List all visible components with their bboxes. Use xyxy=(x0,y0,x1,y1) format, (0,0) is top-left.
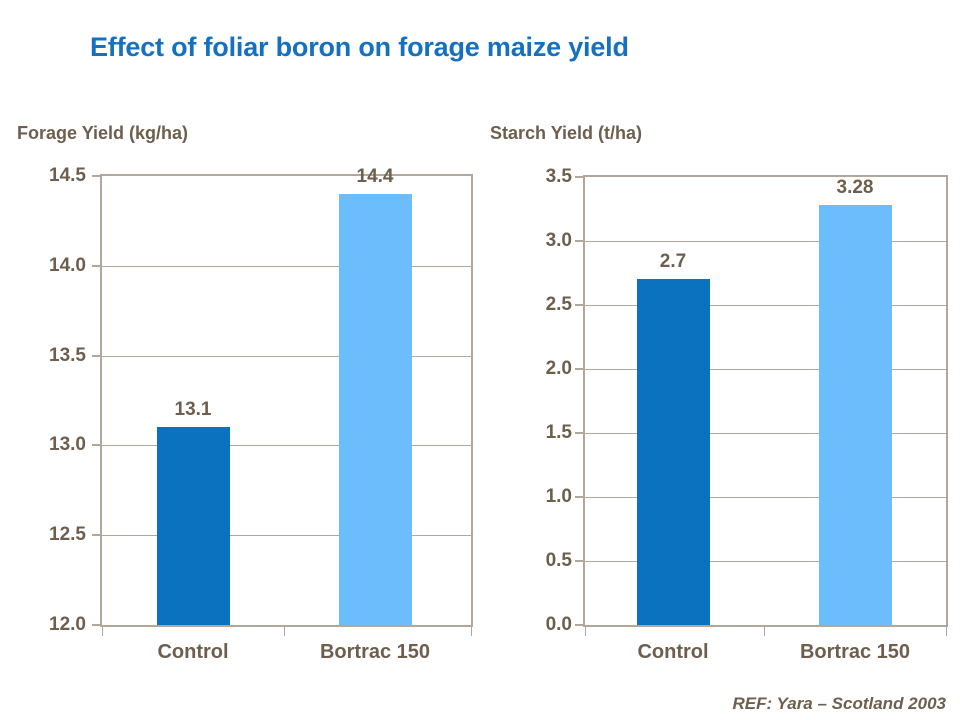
y-axis-tick-mark xyxy=(92,624,100,626)
chart-axis-title: Starch Yield (t/ha) xyxy=(490,123,643,143)
y-axis-tick-mark xyxy=(92,444,100,447)
y-axis-tick-mark xyxy=(575,432,583,434)
y-axis-tick-mark xyxy=(575,368,583,370)
y-axis-tick-label: 1.5 xyxy=(545,422,572,443)
chart-forage-yield: Forage Yield (kg/ha) 14.5 14.0 13.5 13.0 12.… xyxy=(17,123,473,663)
gridline xyxy=(102,265,471,267)
y-axis-tick-label: 2.5 xyxy=(545,294,572,315)
y-axis-tick-label: 2.0 xyxy=(545,358,572,379)
y-axis-tick-label: 14.0 xyxy=(49,254,86,276)
x-axis-tick-mark xyxy=(471,627,472,636)
x-axis-tick-mark xyxy=(764,627,765,636)
x-axis-tick-mark xyxy=(946,627,947,636)
y-axis-tick-mark xyxy=(575,624,583,626)
x-axis-tick-mark xyxy=(102,627,103,636)
bar-value-label: 2.7 xyxy=(659,251,687,273)
y-axis-tick-mark xyxy=(575,304,583,306)
plot-area xyxy=(583,175,948,627)
bar-control[interactable] xyxy=(636,279,710,625)
gridline xyxy=(102,445,471,447)
y-axis-tick-label: 0.5 xyxy=(545,550,572,571)
plot-area xyxy=(100,174,473,627)
gridline xyxy=(102,355,471,357)
y-axis-tick-mark xyxy=(575,240,583,242)
gridline xyxy=(585,241,946,242)
y-axis-tick-mark xyxy=(92,354,100,357)
y-axis-tick-mark xyxy=(92,264,100,267)
y-axis-tick-mark xyxy=(575,496,583,498)
y-axis-tick-label: 12.0 xyxy=(49,614,86,635)
gridline xyxy=(585,369,946,370)
bar-value-label: 3.28 xyxy=(836,177,874,199)
y-axis-tick-mark xyxy=(92,534,100,537)
y-axis-tick-label: 3.0 xyxy=(545,230,572,251)
x-axis-category-label: Control xyxy=(637,641,709,663)
bar-control[interactable] xyxy=(156,427,230,625)
gridline xyxy=(102,535,471,537)
y-axis-tick-mark xyxy=(92,175,100,177)
gridline xyxy=(585,561,946,562)
bar-bortrac-150[interactable] xyxy=(338,193,412,625)
reference-note: REF: Yara – Scotland 2003 xyxy=(732,694,946,713)
x-axis-category-label: Control xyxy=(157,641,229,663)
x-axis-tick-mark xyxy=(284,627,285,636)
y-axis-tick-mark xyxy=(575,176,583,178)
bar-value-label: 13.1 xyxy=(174,399,212,421)
y-axis-tick-label: 14.5 xyxy=(49,165,86,186)
page-title: Effect of foliar boron on forage maize y… xyxy=(90,32,629,62)
x-axis-category-label: Bortrac 150 xyxy=(319,641,431,663)
x-axis-tick-mark xyxy=(585,627,586,636)
chart-starch-yield: Starch Yield (t/ha) 3.5 3.0 2.5 2.0 1.5 1.0 0.… xyxy=(480,0,960,720)
y-axis-tick-label: 1.0 xyxy=(545,486,572,507)
y-axis-tick-label: 0.0 xyxy=(545,614,572,635)
gridline xyxy=(585,433,946,434)
y-axis-tick-label: 13.0 xyxy=(49,434,86,456)
y-axis-tick-mark xyxy=(575,560,583,562)
bar-bortrac-150[interactable] xyxy=(818,205,892,625)
y-axis-tick-label: 13.5 xyxy=(49,344,86,366)
y-axis-tick-label: 12.5 xyxy=(49,524,86,546)
chart-axis-title: Forage Yield (kg/ha) xyxy=(17,123,189,143)
x-axis-category-label: Bortrac 150 xyxy=(799,641,911,663)
gridline xyxy=(585,305,946,306)
y-axis-tick-label: 3.5 xyxy=(545,166,572,187)
gridline xyxy=(585,497,946,498)
bar-value-label: 14.4 xyxy=(356,165,394,187)
